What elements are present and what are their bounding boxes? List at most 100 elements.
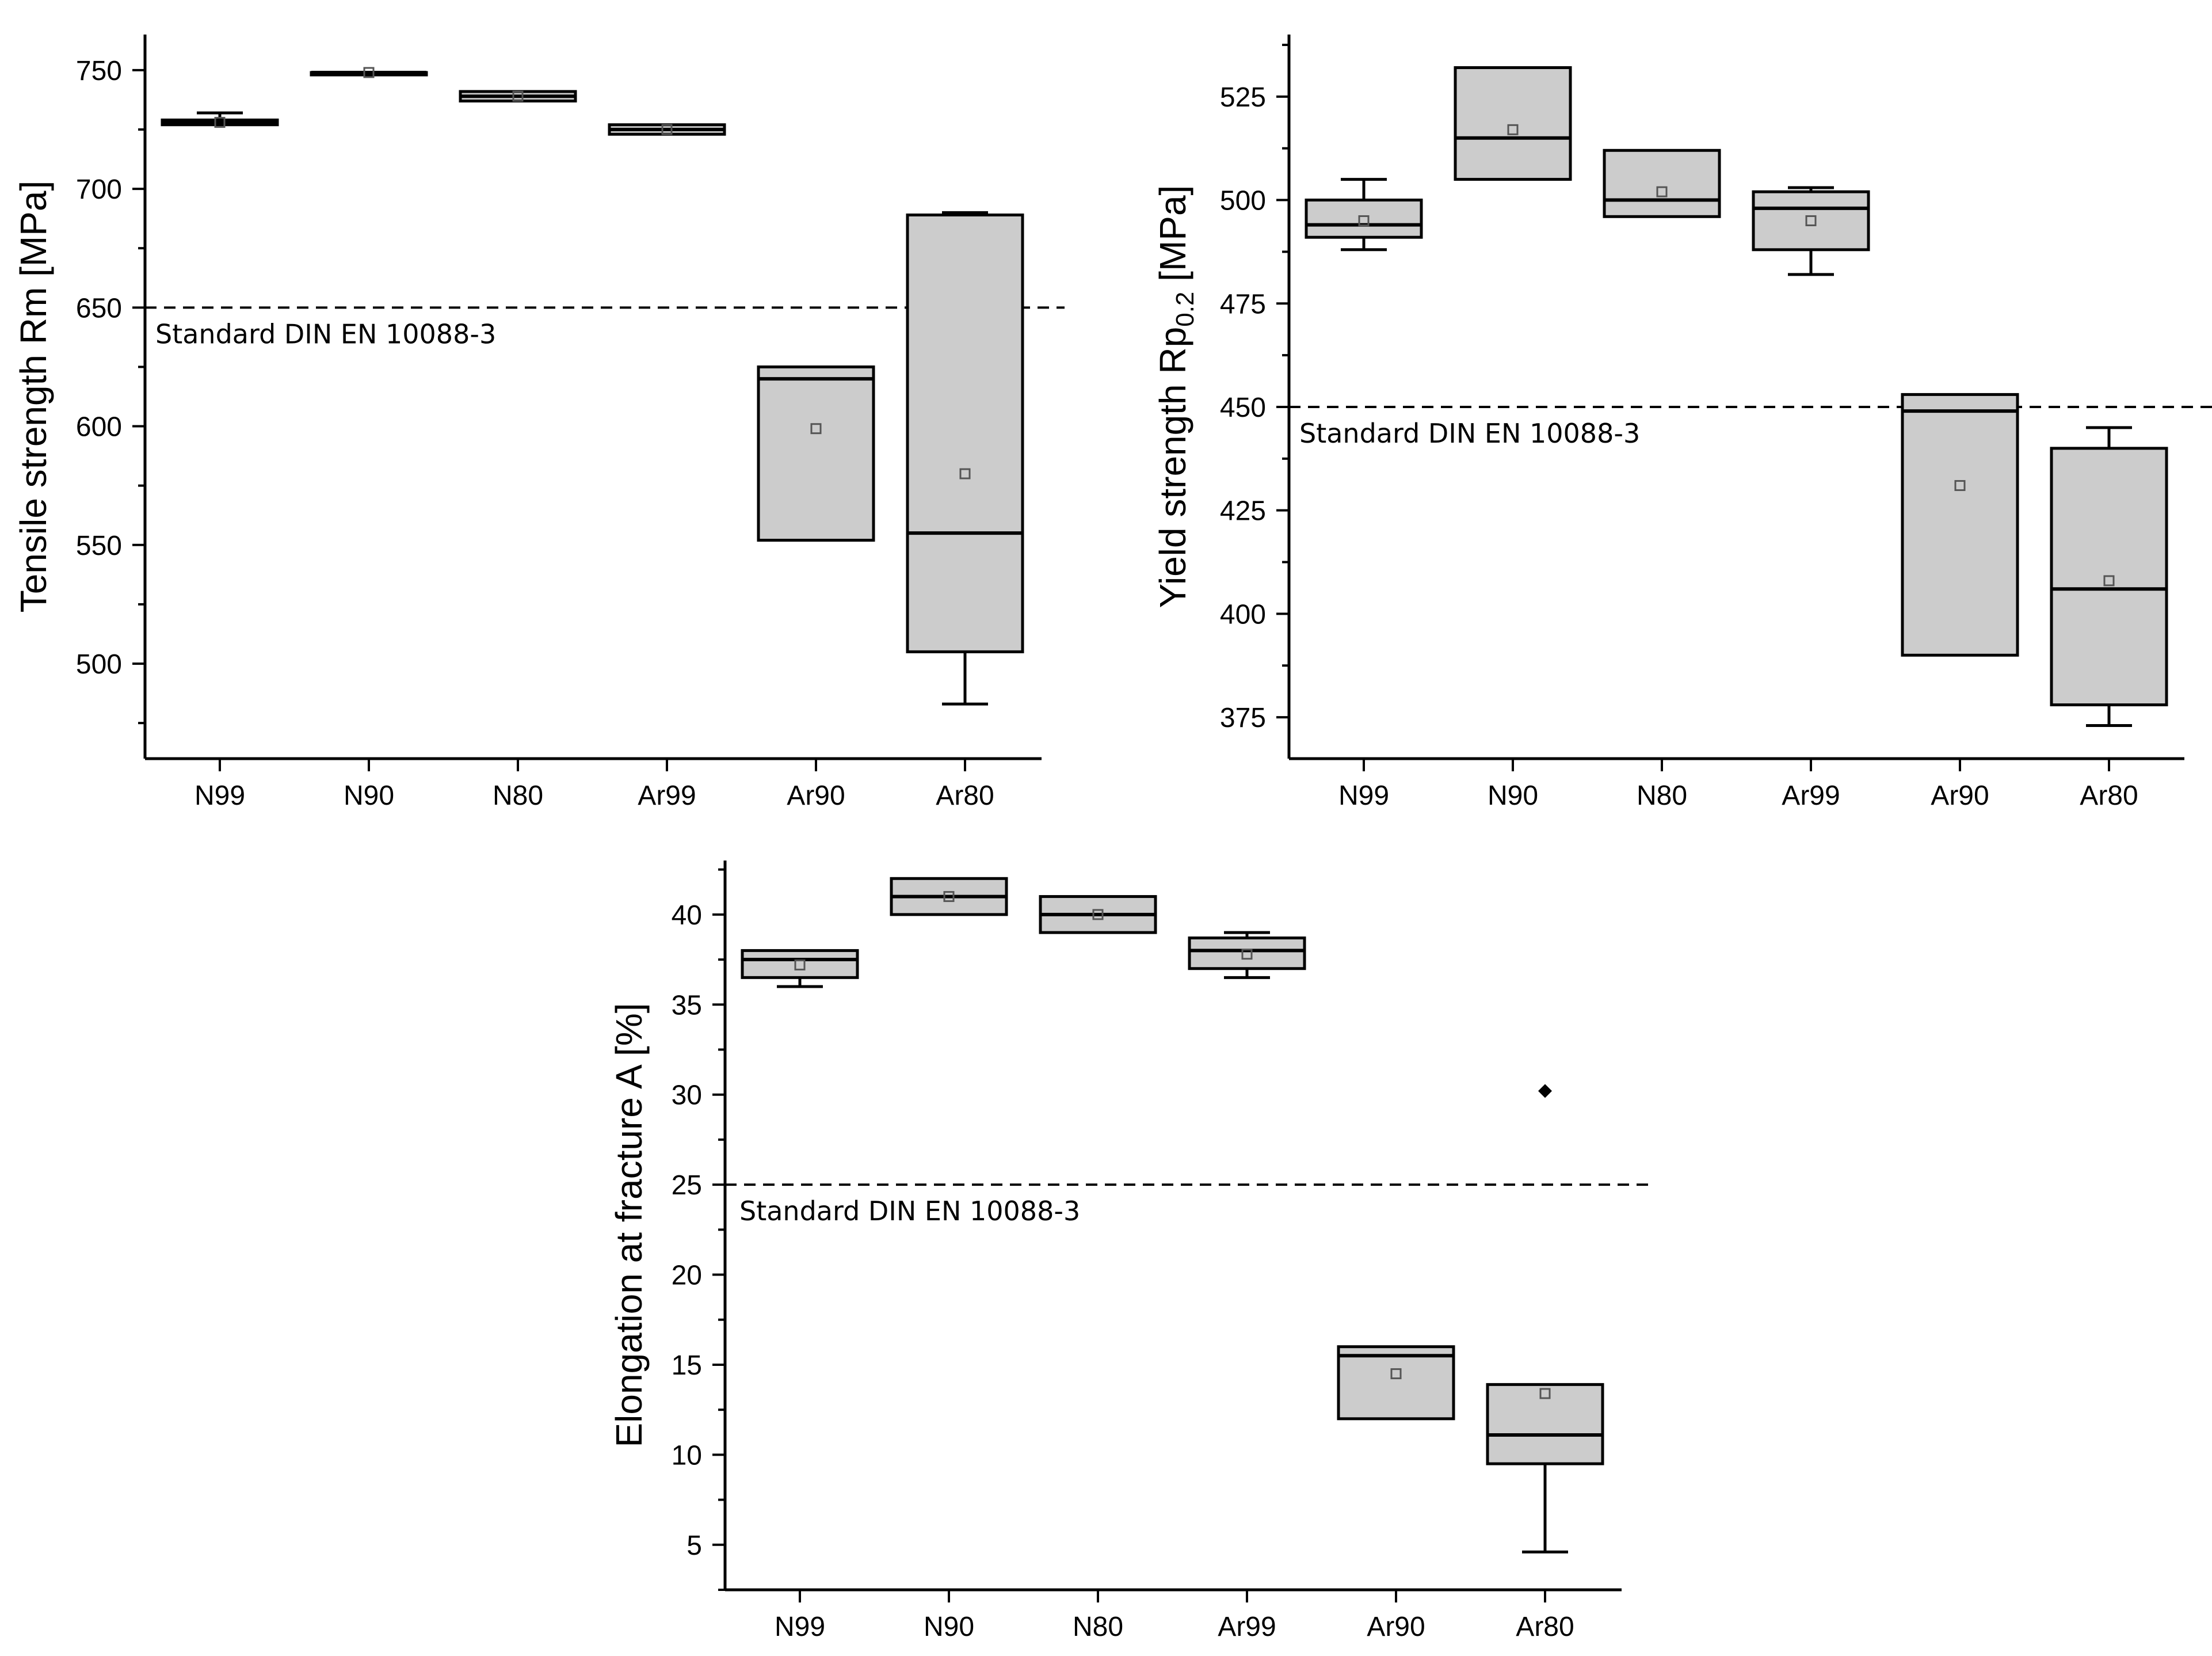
reference-line-label: Standard DIN EN 10088-3 <box>1299 418 1640 449</box>
mean-marker <box>1358 215 1370 226</box>
x-tick-label-ar99: Ar99 <box>638 781 696 811</box>
y-tick-label: 425 <box>1220 496 1266 527</box>
y-axis-title: Yield strength Rp0.2 [MPa] <box>1152 185 1199 608</box>
y-tick-label: 25 <box>672 1170 702 1201</box>
y-tick-label: 475 <box>1220 289 1266 319</box>
mean-marker <box>214 117 226 128</box>
y-tick-label: 750 <box>76 56 122 86</box>
box-n90 <box>890 877 1008 916</box>
chart-panel-3: 5 10 15 20 25 30 35 40 N99 N90 N80 Ar99 Ar90 Ar80 Elon… <box>608 861 1652 1642</box>
y-tick-label: 35 <box>672 990 702 1021</box>
y-tick-label: 5 <box>687 1531 702 1561</box>
box-n99 <box>1305 178 1423 252</box>
x-tick-label-ar90: Ar90 <box>1367 1612 1425 1642</box>
mean-marker <box>794 959 806 970</box>
box-ar90 <box>1901 393 2019 657</box>
y-axis-title-text: Elongation at fracture A [%] <box>608 1003 650 1447</box>
iqr-box <box>741 949 859 979</box>
mean-marker <box>1241 949 1253 960</box>
reference-line-label: Standard DIN EN 10088-3 <box>155 318 496 349</box>
mean-marker <box>1390 1368 1402 1380</box>
y-tick-label: 700 <box>76 174 122 205</box>
x-tick-label-ar99: Ar99 <box>1218 1612 1276 1642</box>
mean-marker <box>943 891 955 903</box>
y-axis-title-text: Tensile strength Rm [MPa] <box>13 181 54 613</box>
iqr-box <box>1901 393 2019 657</box>
iqr-box <box>757 365 875 542</box>
mean-marker <box>2103 575 2115 587</box>
box-ar90 <box>1337 1345 1455 1421</box>
iqr-box <box>1454 66 1572 181</box>
iqr-box <box>1305 199 1423 239</box>
y-tick-label: 10 <box>672 1440 702 1471</box>
box-ar99 <box>608 123 726 136</box>
x-tick-label-ar80: Ar80 <box>1516 1612 1574 1642</box>
y-axis-title: Tensile strength Rm [MPa] <box>13 181 54 613</box>
y-tick-label: 450 <box>1220 393 1266 423</box>
x-tick-label-n99: N99 <box>194 781 245 811</box>
mean-marker <box>810 423 822 435</box>
mean-marker <box>661 124 673 135</box>
mean-marker <box>1539 1388 1551 1399</box>
mean-marker <box>512 90 524 102</box>
box-n90 <box>1454 66 1572 181</box>
y-axis-title-text: Yield strength Rp <box>1152 327 1193 608</box>
y-tick-label: 20 <box>672 1261 702 1291</box>
mean-marker <box>363 67 375 78</box>
y-tick-label: 40 <box>672 900 702 931</box>
y-tick-label: 500 <box>76 649 122 680</box>
iqr-box <box>1752 190 1870 252</box>
mean-marker <box>1507 124 1519 135</box>
iqr-box <box>1603 149 1721 218</box>
box-n90 <box>310 67 428 78</box>
iqr-box <box>1188 937 1306 970</box>
x-tick-label-n90: N90 <box>1488 781 1538 811</box>
box-n80 <box>459 90 577 102</box>
box-n99 <box>741 949 859 988</box>
y-axis-title-unit: [MPa] <box>1152 185 1193 292</box>
iqr-box <box>1337 1345 1455 1421</box>
box-n80 <box>1039 895 1157 934</box>
x-tick-label-ar80: Ar80 <box>2080 781 2138 811</box>
box-ar99 <box>1752 186 1870 276</box>
x-tick-label-ar99: Ar99 <box>1782 781 1840 811</box>
x-tick-label-n80: N80 <box>1637 781 1687 811</box>
y-tick-label: 15 <box>672 1350 702 1381</box>
x-tick-label-ar90: Ar90 <box>1931 781 1989 811</box>
mean-marker <box>1954 480 1966 492</box>
box-ar80 <box>906 211 1024 706</box>
x-tick-label-ar90: Ar90 <box>787 781 845 811</box>
y-tick-label: 650 <box>76 293 122 323</box>
x-tick-label-n80: N80 <box>1073 1612 1123 1642</box>
box-ar99 <box>1188 931 1306 979</box>
mean-marker <box>959 468 971 479</box>
box-n99 <box>161 111 279 128</box>
box-ar80 <box>1486 1084 1604 1554</box>
box-ar80 <box>2050 426 2168 727</box>
y-tick-label: 400 <box>1220 599 1266 630</box>
y-tick-label: 525 <box>1220 82 1266 113</box>
x-tick-label-n90: N90 <box>924 1612 974 1642</box>
iqr-box <box>906 213 1024 653</box>
y-tick-label: 600 <box>76 412 122 443</box>
y-axis-title-subscript: 0.2 <box>1171 292 1199 327</box>
y-tick-label: 30 <box>672 1080 702 1111</box>
x-tick-label-n99: N99 <box>1338 781 1389 811</box>
reference-line-label: Standard DIN EN 10088-3 <box>739 1196 1080 1227</box>
y-tick-label: 550 <box>76 531 122 561</box>
x-tick-label-n90: N90 <box>344 781 394 811</box>
mean-marker <box>1805 215 1817 226</box>
iqr-box <box>1486 1383 1604 1465</box>
chart-panel-2: 375 400 425 450 475 500 525 N99 N90 N80 Ar99 Ar90 Ar… <box>1152 35 2212 811</box>
y-tick-label: 500 <box>1220 186 1266 216</box>
mean-marker <box>1656 186 1668 197</box>
x-tick-label-n99: N99 <box>775 1612 825 1642</box>
chart-panel-1: 500 550 600 650 700 750 N99 N90 N80 Ar99 Ar90 Ar80 T… <box>13 35 1065 811</box>
box-ar90 <box>757 365 875 542</box>
box-n80 <box>1603 149 1721 218</box>
x-tick-label-ar80: Ar80 <box>936 781 994 811</box>
x-tick-label-n80: N80 <box>493 781 543 811</box>
y-axis-title: Elongation at fracture A [%] <box>608 1003 650 1447</box>
y-tick-label: 375 <box>1220 703 1266 733</box>
